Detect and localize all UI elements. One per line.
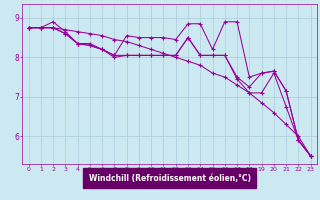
X-axis label: Windchill (Refroidissement éolien,°C): Windchill (Refroidissement éolien,°C) [89, 174, 251, 183]
